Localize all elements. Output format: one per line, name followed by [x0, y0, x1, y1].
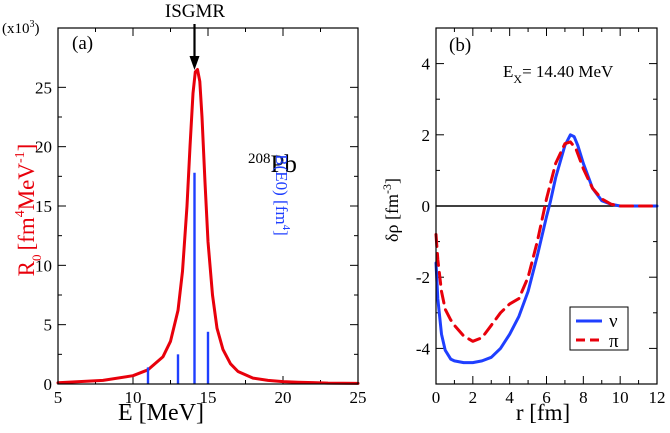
- panel-a-xtick-label: 15: [200, 388, 217, 407]
- panel-a-nucleus-annotation: 208Pb: [248, 151, 297, 178]
- panel-a-ytick-label: 5: [44, 316, 53, 335]
- panel-b-label: (b): [449, 35, 471, 56]
- panel-b-ytick-label: 4: [422, 55, 431, 74]
- legend-frame: [569, 306, 629, 351]
- panel-b-xtick-label: 8: [579, 388, 588, 407]
- panel-a-ytick-label: 15: [35, 197, 52, 216]
- panel-b-xtick-label: 0: [432, 388, 441, 407]
- panel-a-series-line: [56, 68, 360, 385]
- panel-b-series-line: [434, 140, 659, 343]
- panel-b-xtick-label: 10: [612, 388, 629, 407]
- panel-a-ytick-label: 10: [35, 256, 52, 275]
- panel-b-frame: [435, 27, 658, 385]
- panel-a-ytick-label: 0: [44, 375, 53, 394]
- panel-a-ytick-label: 25: [35, 78, 52, 97]
- panel-b-xtick-label: 6: [542, 388, 551, 407]
- panel-a-xtick-label: 25: [350, 388, 367, 407]
- panel-a-ylabel2: B(E0) [fm4]: [272, 154, 292, 236]
- panel-b-ytick-label: -2: [416, 268, 430, 287]
- panel-b-legend: ν π: [569, 306, 629, 352]
- peak-arrow-head: [189, 56, 200, 70]
- panel-a-ytick-label: 20: [35, 138, 52, 157]
- panel-a-xtick-label: 20: [275, 388, 292, 407]
- panel-a-frame: [57, 27, 359, 385]
- panel-b-xtick-label: 2: [469, 388, 478, 407]
- legend-label-pi: π: [609, 331, 619, 352]
- panel-b-energy-annotation: EX= 14.40 MeV: [503, 62, 614, 86]
- panel-b-ytick-label: -4: [416, 339, 431, 358]
- panel-a-ylabel: R0[fm4MeV-1]: [13, 144, 44, 277]
- panel-b-ytick-label: 0: [422, 197, 431, 216]
- panel-b-xtick-label: 4: [505, 388, 514, 407]
- panel-a-xtick-label: 10: [125, 388, 142, 407]
- panel-b-xtick-label: 12: [649, 388, 666, 407]
- panel-b-xlabel: r [fm]: [516, 400, 570, 425]
- panel-a-yscale-label: (x103): [2, 19, 40, 37]
- panel-a-xlabel: E [MeV]: [118, 400, 204, 426]
- panel-a-title: ISGMR: [165, 1, 226, 22]
- panel-a-xtick-label: 5: [54, 388, 63, 407]
- panel-b-ytick-label: 2: [422, 126, 431, 145]
- legend-label-nu: ν: [609, 311, 618, 332]
- panel-a-label: (a): [72, 33, 93, 54]
- panel-b-ylabel: δρ [fm-3]: [380, 178, 402, 242]
